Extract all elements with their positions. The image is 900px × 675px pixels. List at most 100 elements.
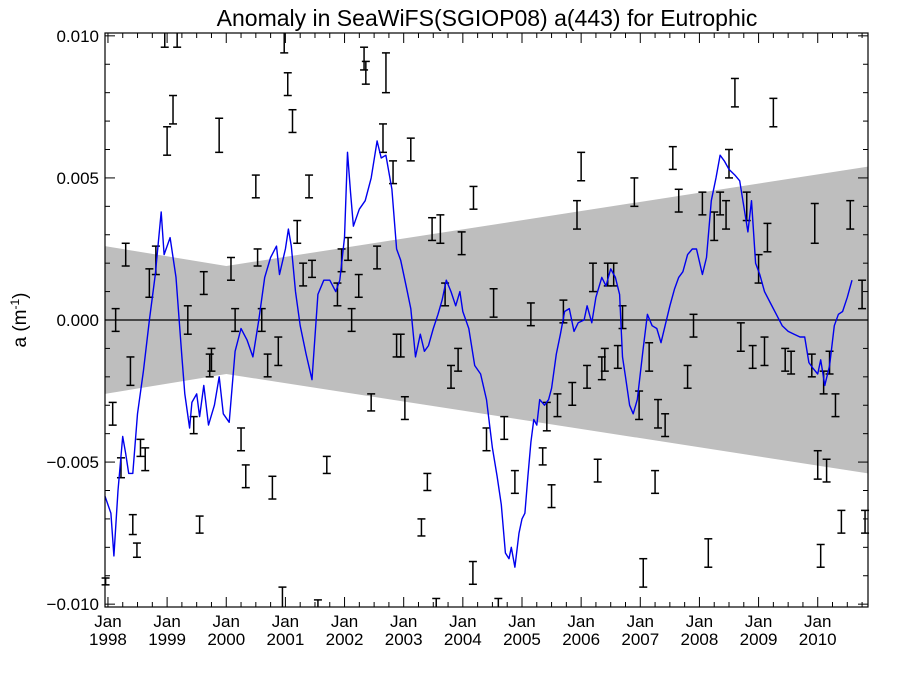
x-tick-label-year: 2005 xyxy=(503,630,541,649)
error-bar xyxy=(754,253,763,284)
error-bar xyxy=(630,177,639,208)
error-bar xyxy=(241,464,250,489)
error-bar xyxy=(593,458,602,483)
x-tick-label-month: Jan xyxy=(390,612,417,631)
x-tick-label-month: Jan xyxy=(153,612,180,631)
error-bar xyxy=(769,97,778,128)
x-tick-label-year: 2004 xyxy=(444,630,482,649)
error-bar xyxy=(760,336,769,367)
error-bar xyxy=(722,199,731,230)
error-bar xyxy=(126,356,135,387)
x-tick-label-month: Jan xyxy=(331,612,358,631)
error-bar xyxy=(613,344,622,370)
error-bar xyxy=(400,395,409,421)
y-tick-label: −0.010 xyxy=(47,595,99,614)
error-bar xyxy=(237,427,246,452)
error-bar xyxy=(710,211,719,242)
error-bar xyxy=(263,353,272,378)
error-bar xyxy=(482,427,491,452)
error-bar xyxy=(141,447,150,472)
error-bar xyxy=(810,202,819,245)
error-bar xyxy=(406,137,415,162)
error-bar xyxy=(396,333,405,358)
error-bar xyxy=(354,273,363,299)
error-bar xyxy=(553,393,562,418)
axes xyxy=(104,32,869,608)
error-bar xyxy=(588,262,597,293)
x-tick-label-month: Jan xyxy=(745,612,772,631)
error-bar xyxy=(645,341,654,372)
error-bar xyxy=(344,236,353,262)
error-bar xyxy=(787,350,796,375)
error-bar xyxy=(674,188,683,213)
error-bar xyxy=(373,245,382,270)
error-bar xyxy=(417,518,426,537)
error-bar xyxy=(293,219,302,245)
error-bar xyxy=(489,287,498,318)
error-bar xyxy=(432,597,441,607)
error-bar xyxy=(183,305,192,335)
y-tick-label: 0.000 xyxy=(56,311,99,330)
error-bar xyxy=(813,449,822,480)
x-tick-label-year: 1999 xyxy=(148,630,186,649)
error-bar xyxy=(108,401,117,426)
x-tick-label-year: 2001 xyxy=(266,630,304,649)
error-bar xyxy=(683,364,692,389)
error-bar xyxy=(308,259,317,279)
error-bar xyxy=(494,597,503,607)
error-bar xyxy=(205,353,214,378)
error-bar xyxy=(526,302,535,327)
error-bar xyxy=(725,148,734,179)
error-bar xyxy=(381,52,390,94)
error-bar xyxy=(831,393,840,418)
x-tick-label-month: Jan xyxy=(449,612,476,631)
x-tick-label-year: 2006 xyxy=(562,630,600,649)
x-tick-label-month: Jan xyxy=(686,612,713,631)
error-bar xyxy=(257,307,266,333)
error-bar xyxy=(322,455,331,475)
x-tick-label-month: Jan xyxy=(567,612,594,631)
x-tick-label-year: 2003 xyxy=(385,630,423,649)
error-bar xyxy=(360,46,369,71)
error-bar xyxy=(199,270,208,296)
x-tick-label-year: 2000 xyxy=(207,630,245,649)
x-tick-label-month: Jan xyxy=(627,612,654,631)
error-bar xyxy=(195,515,204,534)
y-tick-label: 0.010 xyxy=(56,27,99,46)
x-tick-label-month: Jan xyxy=(272,612,299,631)
error-bar xyxy=(423,472,432,492)
error-bar xyxy=(547,484,556,509)
error-bar xyxy=(299,262,308,287)
error-bar xyxy=(313,599,322,607)
x-tick-labels: Jan1998Jan1999Jan2000Jan2001Jan2002Jan20… xyxy=(89,612,837,649)
error-bar xyxy=(454,347,463,372)
error-bar xyxy=(136,438,145,458)
error-bar xyxy=(538,447,547,466)
y-tick-label: 0.005 xyxy=(56,169,99,188)
error-bar xyxy=(226,256,235,281)
error-bar xyxy=(111,307,120,333)
x-tick-label-year: 2007 xyxy=(621,630,659,649)
x-tick-label-month: Jan xyxy=(804,612,831,631)
error-bar xyxy=(163,126,172,156)
error-bar xyxy=(128,513,137,536)
error-bar xyxy=(858,279,867,310)
y-axis-label: a (m-1) xyxy=(8,293,31,348)
error-bar xyxy=(278,586,287,607)
error-bar xyxy=(268,475,277,500)
error-bar xyxy=(361,60,370,85)
error-bar xyxy=(730,77,739,108)
error-bar xyxy=(447,364,456,389)
error-bar xyxy=(639,557,648,588)
error-bar xyxy=(169,94,178,125)
error-bar xyxy=(274,336,283,367)
error-bar xyxy=(457,231,466,256)
chart-title: Anomaly in SeaWiFS(SGIOP08) a(443) for E… xyxy=(217,5,758,31)
errorbar-series xyxy=(101,33,870,607)
x-tick-label-month: Jan xyxy=(508,612,535,631)
error-bar xyxy=(132,542,141,559)
anomaly-line-series xyxy=(104,140,853,568)
error-bar xyxy=(661,413,670,438)
x-tick-label-month: Jan xyxy=(94,612,121,631)
